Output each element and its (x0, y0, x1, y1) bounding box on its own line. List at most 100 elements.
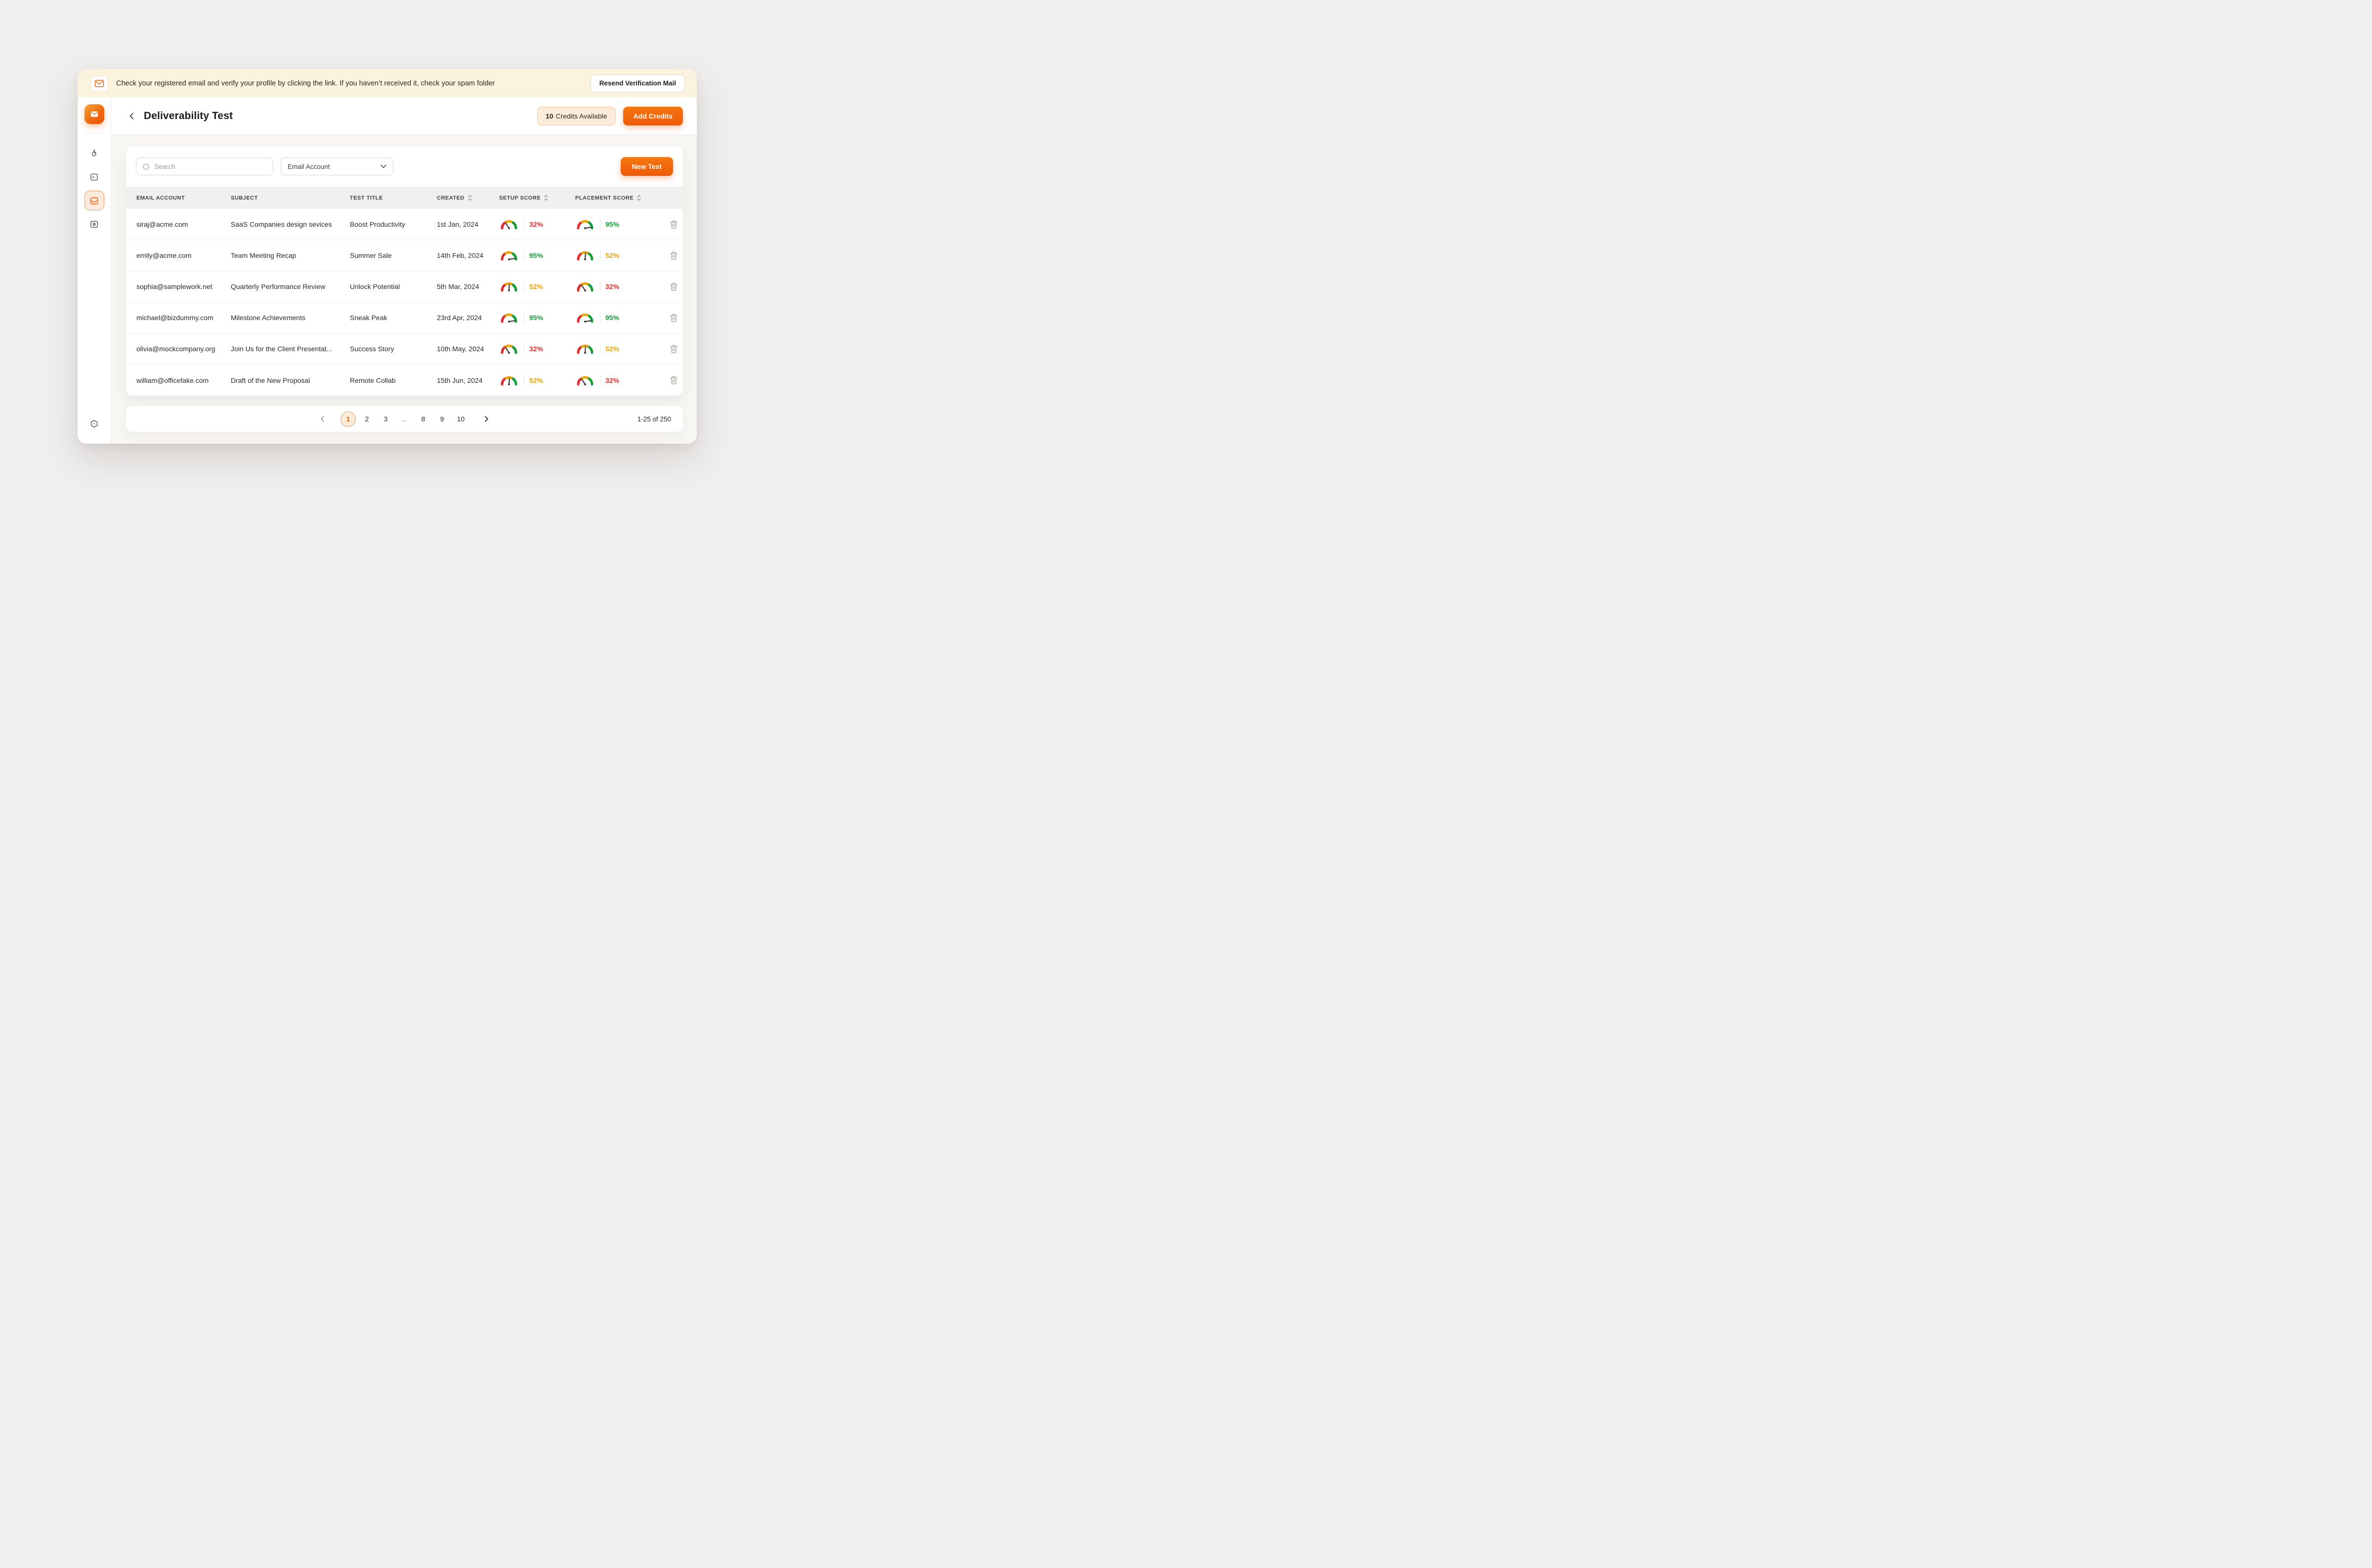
test-title-cell: Remote Collab (350, 376, 396, 384)
banner-icon-box (90, 75, 108, 91)
test-title-cell: Unlock Potential (350, 283, 400, 290)
trash-icon (670, 344, 678, 353)
trash-icon (670, 313, 678, 322)
trash-icon (670, 376, 678, 384)
banner-message: Check your registered email and verify y… (116, 79, 495, 87)
column-label: EMAIL ACCOUNT (136, 195, 185, 201)
page-button[interactable]: 2 (359, 412, 375, 427)
page-button[interactable]: 1 (340, 411, 356, 427)
gauge-icon (577, 376, 593, 385)
subject-cell: Team Meeting Recap (231, 251, 296, 259)
email-account-cell: sophia@samplework.net (136, 283, 212, 290)
created-cell: 14th Feb, 2024 (437, 251, 484, 259)
resend-verification-button[interactable]: Resend Verification Mail (590, 74, 685, 92)
settings-hexagon-icon (90, 419, 98, 427)
column-header: SUBJECT (231, 195, 350, 201)
pager: 1 2 3... 8 9 10 (317, 411, 492, 427)
column-header[interactable]: PLACEMENT SCORE (575, 194, 667, 202)
email-account-cell: olivia@mockcompany.org (136, 345, 215, 353)
delete-button[interactable] (668, 218, 679, 231)
delete-button[interactable] (668, 374, 679, 386)
table-row: olivia@mockcompany.org Join Us for the C… (126, 333, 683, 365)
pagination-range: 1-25 of 250 (637, 415, 671, 423)
app-logo[interactable] (84, 104, 104, 124)
subject-cell: Draft of the New Proposal (231, 376, 310, 384)
actions-cell (667, 374, 680, 386)
setup-score-cell: 52% (499, 374, 575, 387)
gauge-slot (499, 342, 519, 355)
verification-banner: Check your registered email and verify y… (78, 69, 697, 97)
delete-button[interactable] (668, 312, 679, 324)
setup-score-cell: 52% (499, 280, 575, 293)
search-input[interactable] (154, 163, 267, 170)
email-account-cell: emily@acme.com (136, 251, 192, 259)
test-title-cell: Sneak Peak (350, 314, 387, 322)
sidebar-item-settings[interactable] (85, 414, 104, 434)
delete-button[interactable] (668, 249, 679, 262)
mail-icon (94, 80, 104, 87)
sidebar-nav (84, 143, 104, 234)
app-body: Deliverability Test 10 Credits Available… (78, 97, 697, 444)
table-row: sophia@samplework.net Quarterly Performa… (126, 271, 683, 302)
delete-button[interactable] (668, 281, 679, 293)
gauge-slot (499, 218, 519, 231)
column-header[interactable]: SETUP SCORE (499, 194, 575, 202)
gauge-slot (499, 311, 519, 324)
score-value: 95% (605, 314, 620, 322)
gauge-icon (577, 220, 593, 230)
created-cell: 10th May, 2024 (437, 345, 484, 353)
page-button[interactable]: 9 (434, 412, 450, 427)
inbox-icon (90, 197, 98, 204)
placement-score-cell: 52% (575, 249, 667, 262)
tests-table-card: Email Account New Test EMAIL ACCOUNT SUBJ… (126, 147, 683, 396)
delete-button[interactable] (668, 343, 679, 355)
gauge-slot (499, 280, 519, 293)
score-value: 95% (529, 314, 544, 322)
score-value: 32% (529, 345, 544, 353)
sidebar-item-webcam[interactable] (85, 214, 104, 234)
setup-score-cell: 32% (499, 218, 575, 231)
gauge-icon (577, 344, 593, 354)
chevron-left-icon (129, 113, 133, 119)
sidebar (78, 97, 111, 444)
table-row: michael@bizdummy.com Milestone Achieveme… (126, 302, 683, 333)
page-ellipsis: ... (397, 412, 412, 427)
table-toolbar: Email Account New Test (126, 147, 683, 187)
page-button[interactable]: 10 (453, 412, 468, 427)
sidebar-item-card[interactable] (85, 167, 104, 187)
score-value: 52% (529, 283, 544, 290)
gauge-slot (499, 374, 519, 387)
email-account-cell: siraj@acme.com (136, 220, 188, 228)
placement-score-cell: 32% (575, 374, 667, 387)
add-credits-button[interactable]: Add Credits (623, 106, 683, 125)
gauge-slot (575, 342, 595, 355)
test-title-cell: Success Story (350, 345, 394, 353)
sidebar-item-flame[interactable] (85, 143, 104, 163)
page-button[interactable]: 8 (416, 412, 431, 427)
score-value: 52% (605, 251, 620, 259)
page-header: Deliverability Test 10 Credits Available… (111, 97, 697, 134)
new-test-button[interactable]: New Test (620, 157, 673, 176)
subject-cell: Join Us for the Client Presentat... (231, 345, 333, 353)
webcam-icon (90, 220, 98, 228)
search-box (136, 158, 273, 175)
back-button[interactable] (126, 110, 138, 122)
score-value: 32% (605, 376, 620, 384)
email-account-filter[interactable]: Email Account (281, 158, 393, 175)
next-page-button[interactable] (481, 413, 492, 424)
created-cell: 5th Mar, 2024 (437, 283, 479, 290)
column-header[interactable]: CREATED (437, 194, 499, 202)
page-button[interactable]: 3 (378, 412, 393, 427)
score-value: 32% (529, 220, 544, 228)
gauge-icon (577, 313, 593, 323)
column-label: TEST TITLE (350, 195, 383, 201)
subject-cell: Quarterly Performance Review (231, 283, 326, 290)
test-title-cell: Boost Productivity (350, 220, 406, 228)
sidebar-item-inbox[interactable] (84, 191, 104, 210)
actions-cell (667, 343, 680, 355)
gauge-icon (577, 282, 593, 292)
gauge-icon (501, 251, 517, 261)
previous-page-button[interactable] (317, 413, 328, 424)
score-value: 52% (605, 345, 620, 353)
content: Email Account New Test EMAIL ACCOUNT SUBJ… (111, 134, 697, 444)
